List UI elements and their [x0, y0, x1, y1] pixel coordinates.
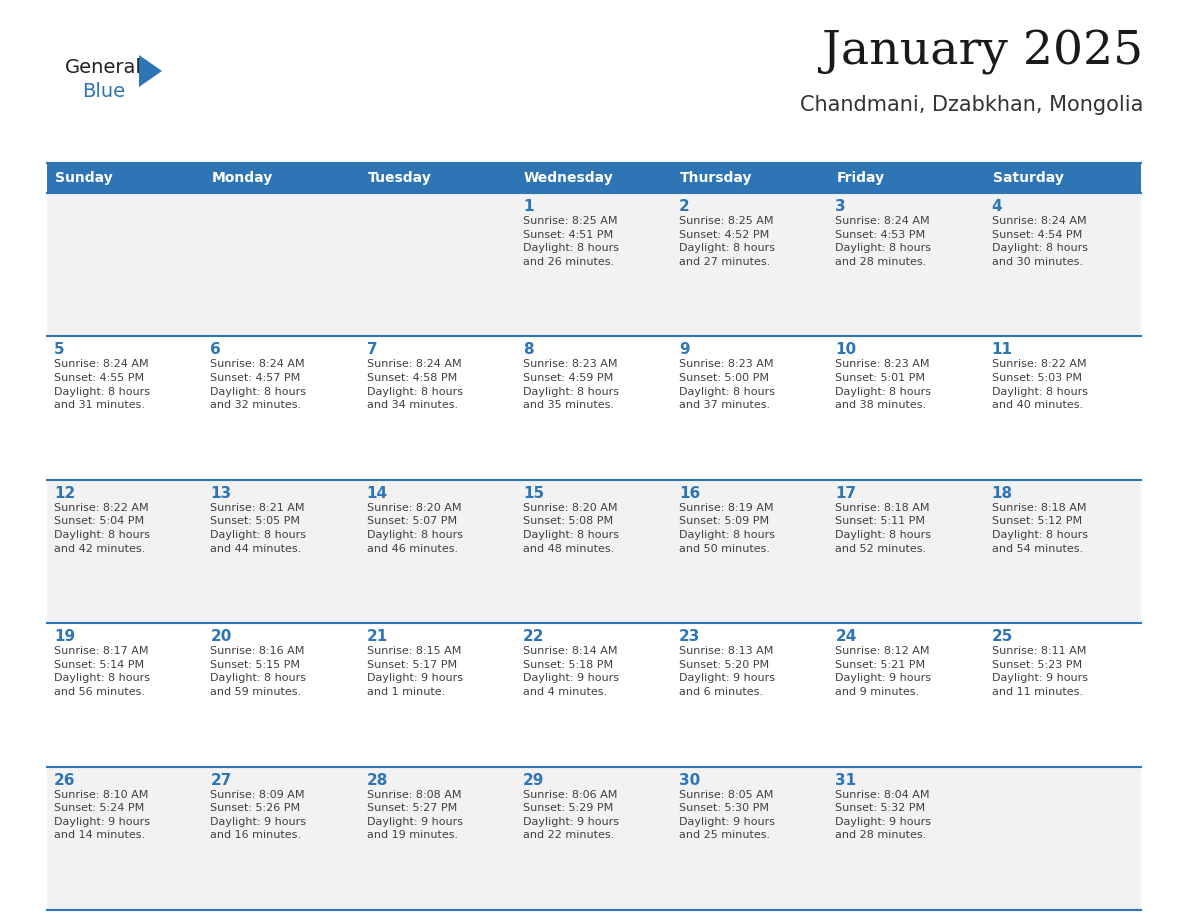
Text: 26: 26 — [53, 773, 76, 788]
Text: Chandmani, Dzabkhan, Mongolia: Chandmani, Dzabkhan, Mongolia — [800, 95, 1143, 115]
Text: 19: 19 — [53, 629, 75, 644]
Text: Sunrise: 8:23 AM
Sunset: 5:01 PM
Daylight: 8 hours
and 38 minutes.: Sunrise: 8:23 AM Sunset: 5:01 PM Dayligh… — [835, 360, 931, 410]
Text: 12: 12 — [53, 486, 75, 501]
Text: Sunrise: 8:16 AM
Sunset: 5:15 PM
Daylight: 8 hours
and 59 minutes.: Sunrise: 8:16 AM Sunset: 5:15 PM Dayligh… — [210, 646, 307, 697]
Text: 7: 7 — [367, 342, 378, 357]
Text: Sunrise: 8:10 AM
Sunset: 5:24 PM
Daylight: 9 hours
and 14 minutes.: Sunrise: 8:10 AM Sunset: 5:24 PM Dayligh… — [53, 789, 150, 840]
Text: Thursday: Thursday — [681, 171, 753, 185]
Text: Saturday: Saturday — [993, 171, 1063, 185]
Text: Sunrise: 8:11 AM
Sunset: 5:23 PM
Daylight: 9 hours
and 11 minutes.: Sunrise: 8:11 AM Sunset: 5:23 PM Dayligh… — [992, 646, 1088, 697]
Text: 2: 2 — [680, 199, 690, 214]
Text: 10: 10 — [835, 342, 857, 357]
Text: 25: 25 — [992, 629, 1013, 644]
Text: Sunrise: 8:24 AM
Sunset: 4:55 PM
Daylight: 8 hours
and 31 minutes.: Sunrise: 8:24 AM Sunset: 4:55 PM Dayligh… — [53, 360, 150, 410]
Text: 3: 3 — [835, 199, 846, 214]
Bar — [985, 163, 1140, 193]
Text: Sunrise: 8:20 AM
Sunset: 5:07 PM
Daylight: 8 hours
and 46 minutes.: Sunrise: 8:20 AM Sunset: 5:07 PM Dayligh… — [367, 503, 462, 554]
Text: Friday: Friday — [836, 171, 885, 185]
Text: Sunrise: 8:13 AM
Sunset: 5:20 PM
Daylight: 9 hours
and 6 minutes.: Sunrise: 8:13 AM Sunset: 5:20 PM Dayligh… — [680, 646, 775, 697]
Text: 24: 24 — [835, 629, 857, 644]
Text: Sunday: Sunday — [55, 171, 113, 185]
Bar — [828, 163, 985, 193]
Text: Sunrise: 8:22 AM
Sunset: 5:04 PM
Daylight: 8 hours
and 42 minutes.: Sunrise: 8:22 AM Sunset: 5:04 PM Dayligh… — [53, 503, 150, 554]
Text: Sunrise: 8:14 AM
Sunset: 5:18 PM
Daylight: 9 hours
and 4 minutes.: Sunrise: 8:14 AM Sunset: 5:18 PM Dayligh… — [523, 646, 619, 697]
Text: Sunrise: 8:15 AM
Sunset: 5:17 PM
Daylight: 9 hours
and 1 minute.: Sunrise: 8:15 AM Sunset: 5:17 PM Dayligh… — [367, 646, 462, 697]
Bar — [360, 163, 516, 193]
Text: Sunrise: 8:25 AM
Sunset: 4:52 PM
Daylight: 8 hours
and 27 minutes.: Sunrise: 8:25 AM Sunset: 4:52 PM Dayligh… — [680, 216, 775, 267]
Text: Sunrise: 8:24 AM
Sunset: 4:53 PM
Daylight: 8 hours
and 28 minutes.: Sunrise: 8:24 AM Sunset: 4:53 PM Dayligh… — [835, 216, 931, 267]
Text: Wednesday: Wednesday — [524, 171, 614, 185]
Text: Sunrise: 8:19 AM
Sunset: 5:09 PM
Daylight: 8 hours
and 50 minutes.: Sunrise: 8:19 AM Sunset: 5:09 PM Dayligh… — [680, 503, 775, 554]
Bar — [48, 336, 1140, 480]
Text: 14: 14 — [367, 486, 387, 501]
Bar — [516, 163, 672, 193]
Text: Blue: Blue — [82, 82, 125, 101]
Bar — [48, 623, 1140, 767]
Text: 1: 1 — [523, 199, 533, 214]
Text: Tuesday: Tuesday — [367, 171, 431, 185]
Text: 16: 16 — [680, 486, 701, 501]
Text: Sunrise: 8:04 AM
Sunset: 5:32 PM
Daylight: 9 hours
and 28 minutes.: Sunrise: 8:04 AM Sunset: 5:32 PM Dayligh… — [835, 789, 931, 840]
Bar — [48, 163, 203, 193]
Text: General: General — [65, 58, 141, 77]
Text: 13: 13 — [210, 486, 232, 501]
Text: 23: 23 — [680, 629, 701, 644]
Text: Sunrise: 8:18 AM
Sunset: 5:11 PM
Daylight: 8 hours
and 52 minutes.: Sunrise: 8:18 AM Sunset: 5:11 PM Dayligh… — [835, 503, 931, 554]
Text: Sunrise: 8:23 AM
Sunset: 5:00 PM
Daylight: 8 hours
and 37 minutes.: Sunrise: 8:23 AM Sunset: 5:00 PM Dayligh… — [680, 360, 775, 410]
Text: 15: 15 — [523, 486, 544, 501]
Text: 21: 21 — [367, 629, 387, 644]
Text: 17: 17 — [835, 486, 857, 501]
Text: Sunrise: 8:18 AM
Sunset: 5:12 PM
Daylight: 8 hours
and 54 minutes.: Sunrise: 8:18 AM Sunset: 5:12 PM Dayligh… — [992, 503, 1088, 554]
Text: Monday: Monday — [211, 171, 272, 185]
Text: Sunrise: 8:12 AM
Sunset: 5:21 PM
Daylight: 9 hours
and 9 minutes.: Sunrise: 8:12 AM Sunset: 5:21 PM Dayligh… — [835, 646, 931, 697]
Text: Sunrise: 8:09 AM
Sunset: 5:26 PM
Daylight: 9 hours
and 16 minutes.: Sunrise: 8:09 AM Sunset: 5:26 PM Dayligh… — [210, 789, 307, 840]
Text: Sunrise: 8:17 AM
Sunset: 5:14 PM
Daylight: 8 hours
and 56 minutes.: Sunrise: 8:17 AM Sunset: 5:14 PM Dayligh… — [53, 646, 150, 697]
Bar — [48, 767, 1140, 910]
Text: Sunrise: 8:21 AM
Sunset: 5:05 PM
Daylight: 8 hours
and 44 minutes.: Sunrise: 8:21 AM Sunset: 5:05 PM Dayligh… — [210, 503, 307, 554]
Text: Sunrise: 8:08 AM
Sunset: 5:27 PM
Daylight: 9 hours
and 19 minutes.: Sunrise: 8:08 AM Sunset: 5:27 PM Dayligh… — [367, 789, 462, 840]
Text: 11: 11 — [992, 342, 1012, 357]
Text: Sunrise: 8:06 AM
Sunset: 5:29 PM
Daylight: 9 hours
and 22 minutes.: Sunrise: 8:06 AM Sunset: 5:29 PM Dayligh… — [523, 789, 619, 840]
Text: 20: 20 — [210, 629, 232, 644]
Text: 6: 6 — [210, 342, 221, 357]
Text: 9: 9 — [680, 342, 690, 357]
Bar — [203, 163, 360, 193]
Text: 29: 29 — [523, 773, 544, 788]
Text: Sunrise: 8:05 AM
Sunset: 5:30 PM
Daylight: 9 hours
and 25 minutes.: Sunrise: 8:05 AM Sunset: 5:30 PM Dayligh… — [680, 789, 775, 840]
Text: 27: 27 — [210, 773, 232, 788]
Text: 28: 28 — [367, 773, 388, 788]
Bar — [48, 480, 1140, 623]
Text: 18: 18 — [992, 486, 1013, 501]
Polygon shape — [139, 55, 162, 87]
Text: 8: 8 — [523, 342, 533, 357]
Text: 4: 4 — [992, 199, 1003, 214]
Text: Sunrise: 8:20 AM
Sunset: 5:08 PM
Daylight: 8 hours
and 48 minutes.: Sunrise: 8:20 AM Sunset: 5:08 PM Dayligh… — [523, 503, 619, 554]
Text: Sunrise: 8:24 AM
Sunset: 4:58 PM
Daylight: 8 hours
and 34 minutes.: Sunrise: 8:24 AM Sunset: 4:58 PM Dayligh… — [367, 360, 462, 410]
Bar — [48, 193, 1140, 336]
Text: Sunrise: 8:24 AM
Sunset: 4:57 PM
Daylight: 8 hours
and 32 minutes.: Sunrise: 8:24 AM Sunset: 4:57 PM Dayligh… — [210, 360, 307, 410]
Text: Sunrise: 8:23 AM
Sunset: 4:59 PM
Daylight: 8 hours
and 35 minutes.: Sunrise: 8:23 AM Sunset: 4:59 PM Dayligh… — [523, 360, 619, 410]
Text: 22: 22 — [523, 629, 544, 644]
Text: Sunrise: 8:22 AM
Sunset: 5:03 PM
Daylight: 8 hours
and 40 minutes.: Sunrise: 8:22 AM Sunset: 5:03 PM Dayligh… — [992, 360, 1088, 410]
Bar — [672, 163, 828, 193]
Text: 31: 31 — [835, 773, 857, 788]
Text: Sunrise: 8:25 AM
Sunset: 4:51 PM
Daylight: 8 hours
and 26 minutes.: Sunrise: 8:25 AM Sunset: 4:51 PM Dayligh… — [523, 216, 619, 267]
Text: Sunrise: 8:24 AM
Sunset: 4:54 PM
Daylight: 8 hours
and 30 minutes.: Sunrise: 8:24 AM Sunset: 4:54 PM Dayligh… — [992, 216, 1088, 267]
Text: 30: 30 — [680, 773, 701, 788]
Text: 5: 5 — [53, 342, 64, 357]
Text: January 2025: January 2025 — [822, 30, 1143, 75]
